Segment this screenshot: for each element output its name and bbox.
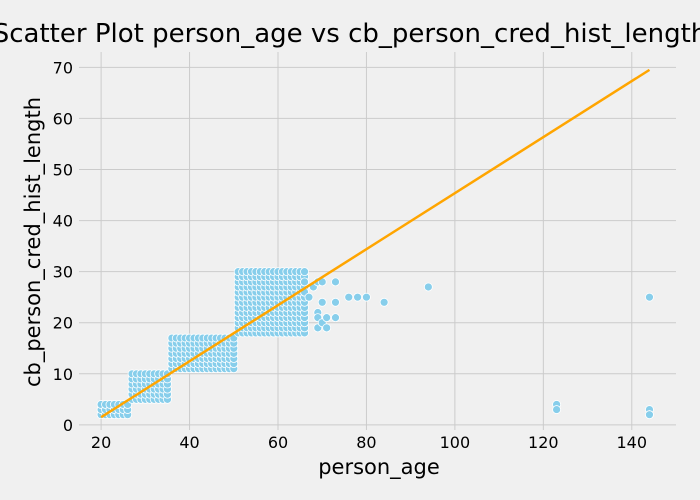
scatter-point <box>331 297 340 307</box>
x-tick-label: 80 <box>356 433 376 452</box>
y-tick-label: 60 <box>53 109 73 128</box>
y-tick-label: 0 <box>63 416 73 435</box>
scatter-point <box>331 313 340 323</box>
scatter-point <box>331 277 340 287</box>
x-axis-label: person_age <box>318 455 440 480</box>
scatter-point <box>362 292 371 302</box>
x-tick-label: 60 <box>268 433 288 452</box>
scatter-point <box>379 297 389 307</box>
scatter-point <box>300 267 309 277</box>
scatter-point <box>645 292 654 302</box>
scatter-point <box>300 277 309 287</box>
regression-line <box>100 68 651 419</box>
scatter-point <box>353 292 363 302</box>
scatter-point <box>304 292 314 302</box>
y-tick-label: 30 <box>53 263 73 282</box>
scatter-points <box>96 267 654 420</box>
x-tick-label: 20 <box>91 433 111 452</box>
y-tick-label: 20 <box>53 314 73 333</box>
grid <box>79 52 676 430</box>
x-tick-label: 40 <box>179 433 199 452</box>
scatter-point <box>423 282 433 292</box>
scatter-point <box>552 405 561 414</box>
scatter-point <box>344 292 354 302</box>
chart-title: Scatter Plot person_age vs cb_person_cre… <box>0 19 700 49</box>
tick-labels: 20 40 60 80 100 120 140 0 10 20 30 40 50 60 70 <box>53 58 647 452</box>
scatter-point <box>322 323 332 333</box>
x-tick-label: 100 <box>440 433 471 452</box>
y-axis-label: cb_person_cred_hist_length <box>21 97 46 387</box>
y-tick-label: 70 <box>53 58 73 77</box>
x-tick-label: 140 <box>617 433 648 452</box>
y-tick-label: 10 <box>53 365 73 384</box>
scatter-point <box>317 297 327 307</box>
x-tick-label: 120 <box>528 433 559 452</box>
y-tick-label: 50 <box>53 160 73 179</box>
regression-line-group <box>100 68 651 419</box>
scatter-point <box>645 410 654 420</box>
y-tick-label: 40 <box>53 212 73 231</box>
scatter-point <box>322 313 332 323</box>
